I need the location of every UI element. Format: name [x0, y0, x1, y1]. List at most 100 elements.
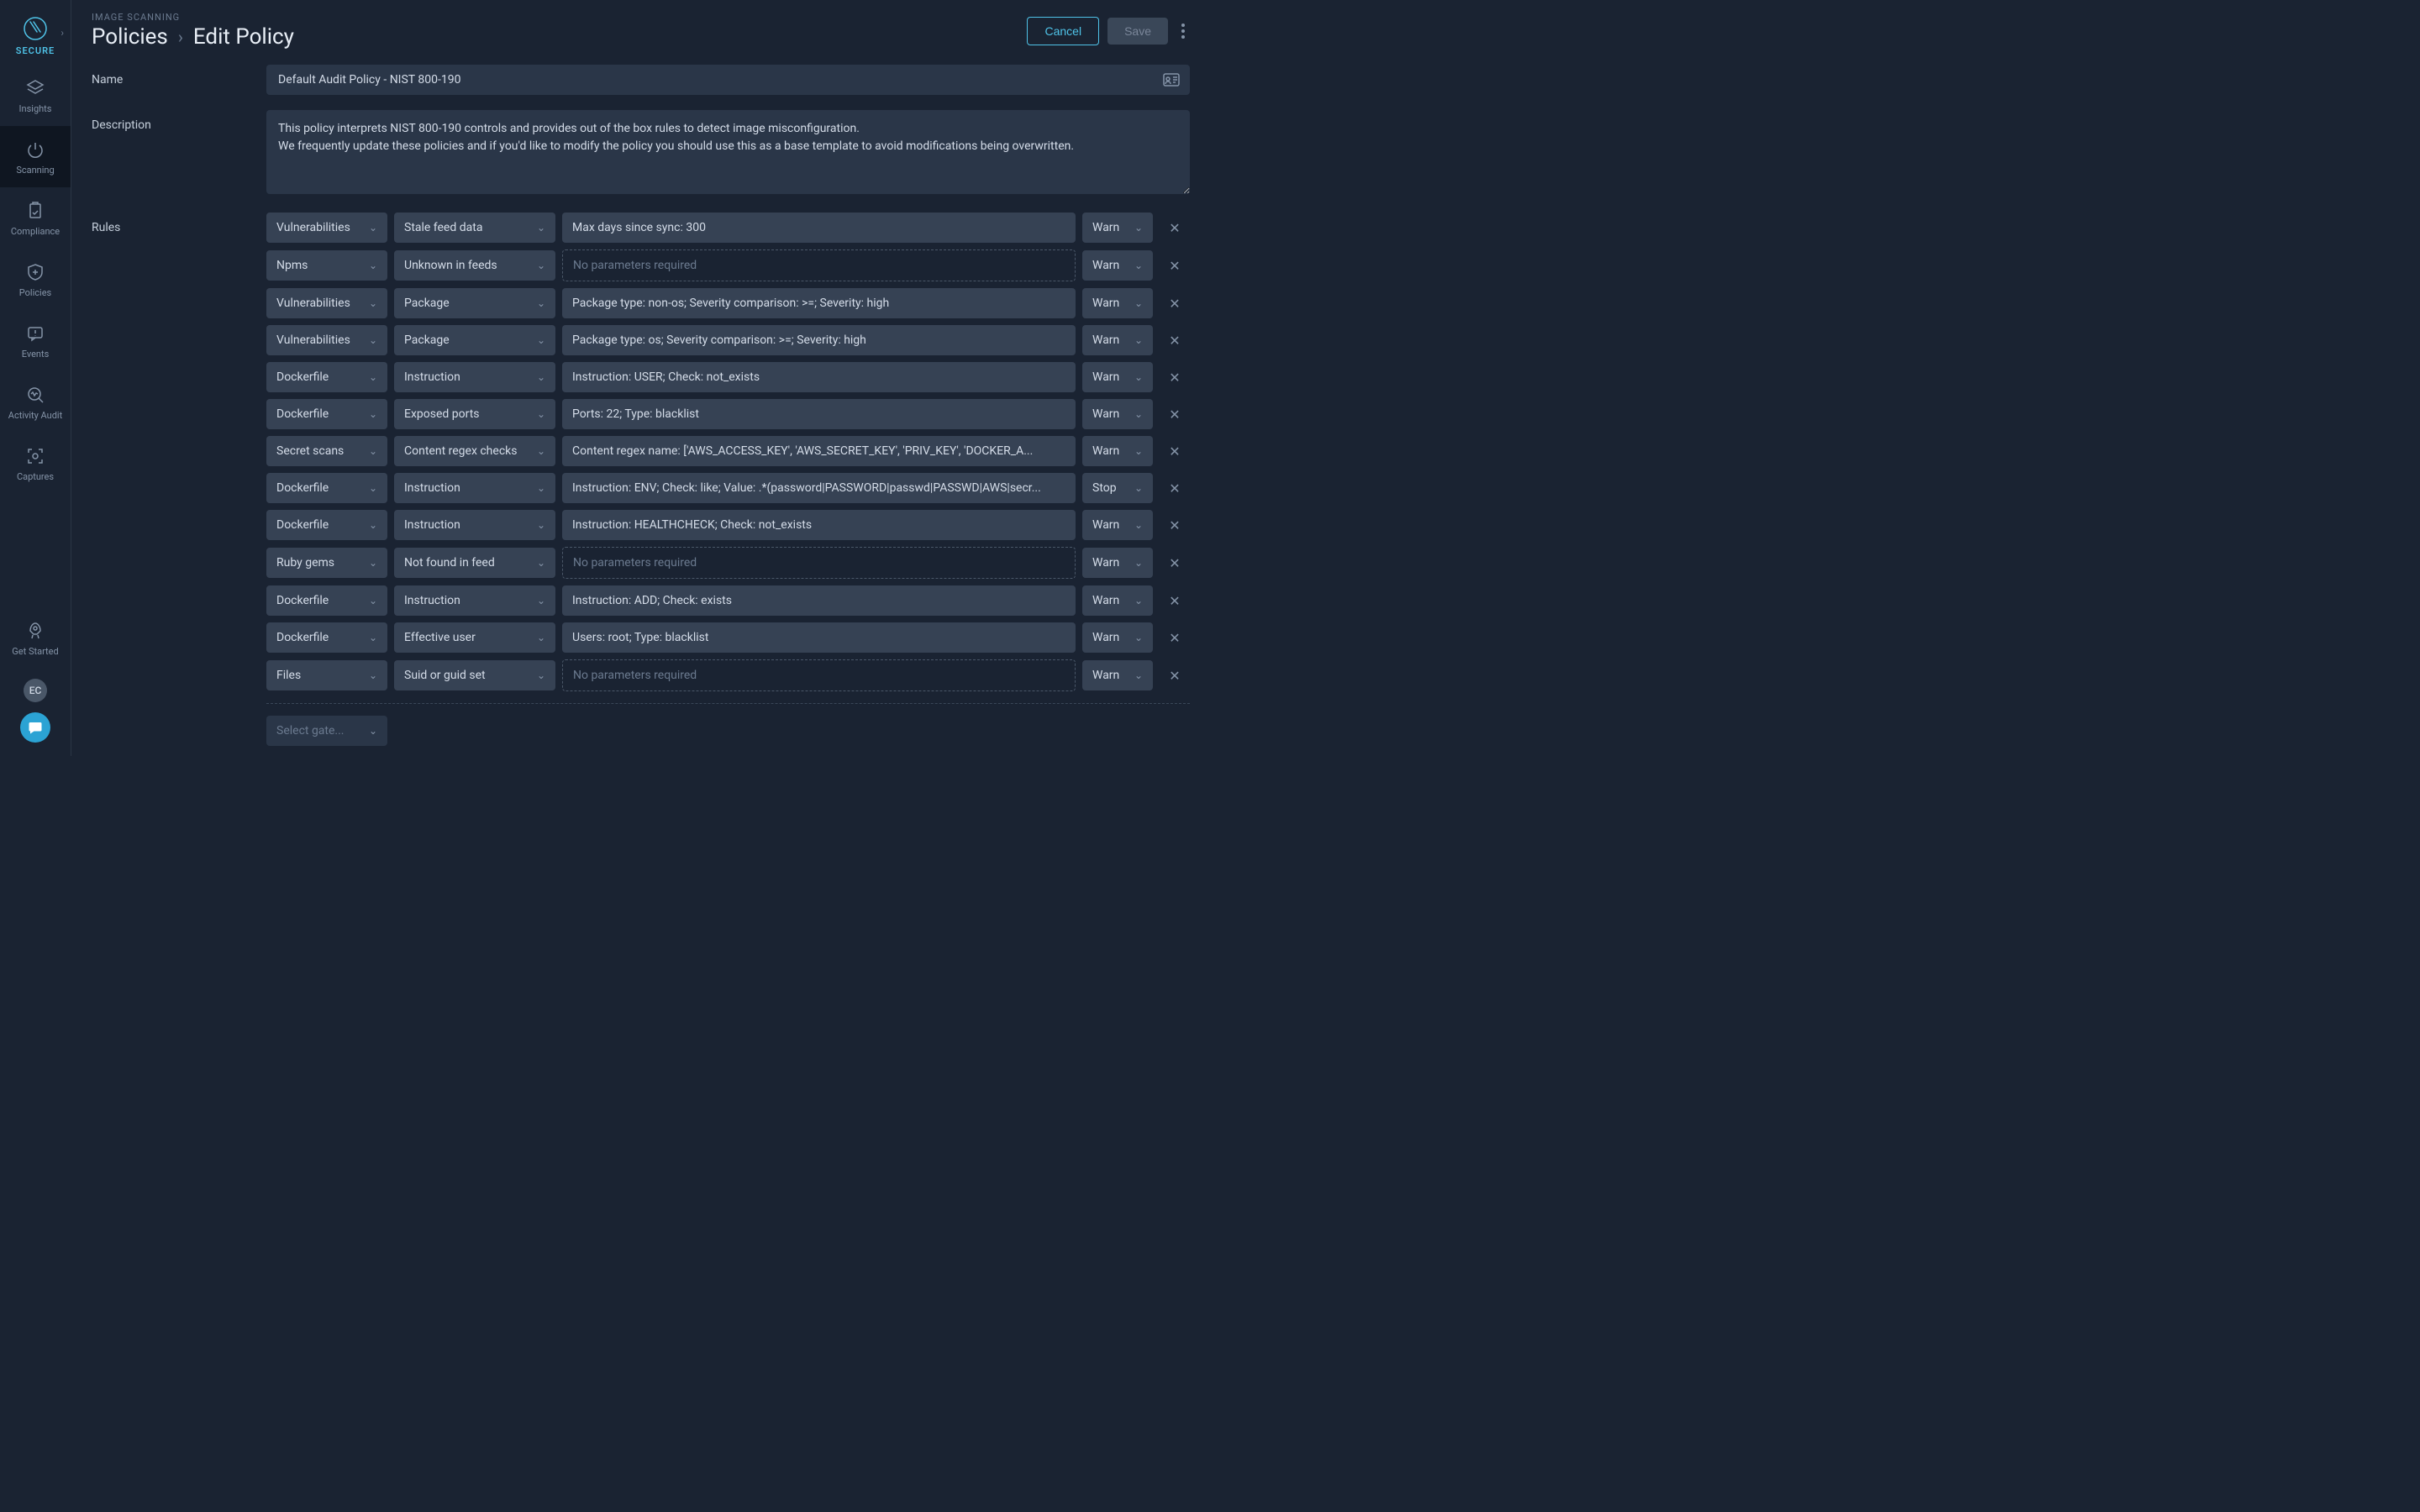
chevron-down-icon: ⌄ — [1134, 482, 1143, 494]
rule-gate-select[interactable]: Files⌄ — [266, 660, 387, 690]
sidebar-item-label: Activity Audit — [8, 410, 62, 421]
rule-action-select[interactable]: Warn⌄ — [1082, 548, 1153, 578]
rule-action-select[interactable]: Warn⌄ — [1082, 250, 1153, 281]
add-rule-placeholder: Select gate... — [276, 724, 345, 738]
policy-description-input[interactable] — [266, 110, 1190, 194]
rule-trigger-select[interactable]: Not found in feed⌄ — [394, 548, 555, 578]
rule-params-input[interactable]: Instruction: ENV; Check: like; Value: .*… — [562, 473, 1076, 503]
rule-delete-button[interactable]: ✕ — [1160, 555, 1190, 571]
policy-name-input[interactable] — [266, 65, 1190, 95]
rule-params-input[interactable]: Instruction: HEALTHCHECK; Check: not_exi… — [562, 510, 1076, 540]
rule-action-select[interactable]: Warn⌄ — [1082, 325, 1153, 355]
rule-action-select[interactable]: Warn⌄ — [1082, 362, 1153, 392]
rule-trigger-select[interactable]: Suid or guid set⌄ — [394, 660, 555, 690]
rule-gate-select[interactable]: Dockerfile⌄ — [266, 362, 387, 392]
rule-params-input[interactable]: Instruction: ADD; Check: exists — [562, 585, 1076, 616]
sidebar-item-captures[interactable]: Captures — [0, 433, 71, 494]
add-rule-gate-select[interactable]: Select gate...⌄ — [266, 716, 387, 746]
sidebar-expand-icon[interactable]: › — [60, 27, 64, 39]
rule-delete-button[interactable]: ✕ — [1160, 593, 1190, 609]
rule-params-input[interactable]: Max days since sync: 300 — [562, 213, 1076, 243]
chevron-down-icon: ⌄ — [537, 371, 545, 383]
rule-delete-button[interactable]: ✕ — [1160, 333, 1190, 349]
rule-trigger-value: Instruction — [404, 594, 460, 607]
rule-gate-select[interactable]: Npms⌄ — [266, 250, 387, 281]
sidebar-logo[interactable]: SECURE › — [0, 0, 71, 65]
rule-action-select[interactable]: Warn⌄ — [1082, 436, 1153, 466]
sidebar-item-compliance[interactable]: Compliance — [0, 187, 71, 249]
rule-trigger-select[interactable]: Unknown in feeds⌄ — [394, 250, 555, 281]
rule-params-input[interactable]: Package type: non-os; Severity compariso… — [562, 288, 1076, 318]
rule-delete-button[interactable]: ✕ — [1160, 296, 1190, 312]
rule-trigger-select[interactable]: Stale feed data⌄ — [394, 213, 555, 243]
rule-gate-select[interactable]: Vulnerabilities⌄ — [266, 325, 387, 355]
breadcrumb-parent[interactable]: Policies — [92, 24, 168, 50]
rule-trigger-select[interactable]: Package⌄ — [394, 325, 555, 355]
chevron-down-icon: ⌄ — [369, 222, 377, 234]
rule-action-select[interactable]: Warn⌄ — [1082, 288, 1153, 318]
rule-gate-select[interactable]: Dockerfile⌄ — [266, 399, 387, 429]
rule-gate-select[interactable]: Dockerfile⌄ — [266, 585, 387, 616]
rule-params-input[interactable]: Content regex name: ['AWS_ACCESS_KEY', '… — [562, 436, 1076, 466]
more-menu-icon[interactable] — [1176, 18, 1190, 44]
rule-params-input[interactable]: Users: root; Type: blacklist — [562, 622, 1076, 653]
topbar-actions: Cancel Save — [1027, 17, 1190, 45]
rule-gate-select[interactable]: Ruby gems⌄ — [266, 548, 387, 578]
rule-delete-button[interactable]: ✕ — [1160, 630, 1190, 646]
rule-action-select[interactable]: Warn⌄ — [1082, 660, 1153, 690]
save-button[interactable]: Save — [1107, 18, 1168, 45]
rule-params-input[interactable]: No parameters required — [562, 249, 1076, 281]
rule-row: Dockerfile⌄Exposed ports⌄Ports: 22; Type… — [266, 399, 1190, 429]
topbar: IMAGE SCANNING Policies › Edit Policy Ca… — [71, 0, 1210, 65]
sidebar-item-events[interactable]: Events — [0, 310, 71, 371]
rule-params-input[interactable]: No parameters required — [562, 659, 1076, 691]
rule-action-select[interactable]: Warn⌄ — [1082, 213, 1153, 243]
rule-delete-button[interactable]: ✕ — [1160, 407, 1190, 423]
rule-params-input[interactable]: Instruction: USER; Check: not_exists — [562, 362, 1076, 392]
rule-row: Vulnerabilities⌄Stale feed data⌄Max days… — [266, 213, 1190, 243]
rule-trigger-select[interactable]: Exposed ports⌄ — [394, 399, 555, 429]
chevron-down-icon: ⌄ — [369, 595, 377, 606]
rule-delete-button[interactable]: ✕ — [1160, 480, 1190, 496]
rule-delete-button[interactable]: ✕ — [1160, 258, 1190, 274]
rule-action-select[interactable]: Warn⌄ — [1082, 399, 1153, 429]
cancel-button[interactable]: Cancel — [1027, 17, 1099, 45]
rule-delete-button[interactable]: ✕ — [1160, 517, 1190, 533]
rule-delete-button[interactable]: ✕ — [1160, 220, 1190, 236]
rule-action-select[interactable]: Warn⌄ — [1082, 585, 1153, 616]
rule-trigger-select[interactable]: Instruction⌄ — [394, 473, 555, 503]
chevron-right-icon: › — [178, 27, 183, 47]
rule-gate-select[interactable]: Secret scans⌄ — [266, 436, 387, 466]
rule-params-input[interactable]: Package type: os; Severity comparison: >… — [562, 325, 1076, 355]
rule-delete-button[interactable]: ✕ — [1160, 444, 1190, 459]
sidebar-item-scanning[interactable]: Scanning — [0, 126, 71, 187]
rule-gate-select[interactable]: Vulnerabilities⌄ — [266, 213, 387, 243]
rule-delete-button[interactable]: ✕ — [1160, 668, 1190, 684]
rule-gate-select[interactable]: Vulnerabilities⌄ — [266, 288, 387, 318]
rule-trigger-select[interactable]: Effective user⌄ — [394, 622, 555, 653]
rule-trigger-select[interactable]: Instruction⌄ — [394, 362, 555, 392]
rule-delete-button[interactable]: ✕ — [1160, 370, 1190, 386]
sidebar: SECURE › Insights Scanning — [0, 0, 71, 756]
sidebar-item-get-started[interactable]: Get Started — [12, 607, 58, 669]
sidebar-item-insights[interactable]: Insights — [0, 65, 71, 126]
rule-gate-select[interactable]: Dockerfile⌄ — [266, 510, 387, 540]
rule-trigger-select[interactable]: Instruction⌄ — [394, 585, 555, 616]
sidebar-item-activity-audit[interactable]: Activity Audit — [0, 371, 71, 433]
rule-params-input[interactable]: Ports: 22; Type: blacklist — [562, 399, 1076, 429]
brand-text: SECURE — [16, 45, 55, 56]
id-badge-icon[interactable] — [1163, 73, 1180, 87]
chevron-down-icon: ⌄ — [1134, 408, 1143, 420]
rule-gate-select[interactable]: Dockerfile⌄ — [266, 622, 387, 653]
rule-action-select[interactable]: Stop⌄ — [1082, 473, 1153, 503]
user-avatar[interactable]: EC — [24, 679, 47, 702]
rule-action-select[interactable]: Warn⌄ — [1082, 510, 1153, 540]
rule-action-select[interactable]: Warn⌄ — [1082, 622, 1153, 653]
rule-gate-select[interactable]: Dockerfile⌄ — [266, 473, 387, 503]
rule-trigger-select[interactable]: Content regex checks⌄ — [394, 436, 555, 466]
sidebar-item-policies[interactable]: Policies — [0, 249, 71, 310]
rule-trigger-select[interactable]: Package⌄ — [394, 288, 555, 318]
rule-params-input[interactable]: No parameters required — [562, 547, 1076, 579]
rule-trigger-select[interactable]: Instruction⌄ — [394, 510, 555, 540]
chat-button[interactable] — [20, 712, 50, 743]
